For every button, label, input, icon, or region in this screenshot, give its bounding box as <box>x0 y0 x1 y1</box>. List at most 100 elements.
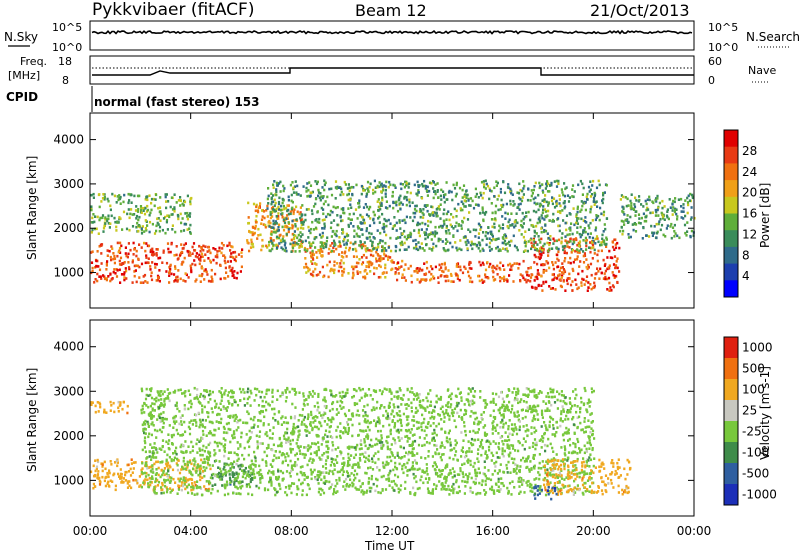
data-cell <box>115 459 118 463</box>
data-cell <box>264 225 267 229</box>
data-cell <box>399 207 402 211</box>
data-cell <box>284 491 287 494</box>
data-cell <box>399 484 403 487</box>
data-cell <box>330 457 333 461</box>
data-cell <box>547 254 550 257</box>
data-cell <box>428 441 431 445</box>
data-cell <box>160 488 163 492</box>
data-cell <box>490 239 493 242</box>
data-cell <box>263 487 267 490</box>
data-cell <box>305 446 308 449</box>
data-cell <box>329 226 333 230</box>
data-cell <box>331 470 334 473</box>
data-cell <box>585 221 588 224</box>
data-cell <box>427 455 430 458</box>
data-cell <box>177 477 180 481</box>
data-cell <box>346 239 349 242</box>
data-cell <box>467 392 470 396</box>
data-cell <box>308 268 311 271</box>
data-cell <box>463 265 466 269</box>
data-cell <box>482 191 485 195</box>
data-cell <box>422 278 425 281</box>
data-cell <box>498 276 502 279</box>
data-cell <box>94 459 97 462</box>
data-cell <box>567 261 570 264</box>
data-cell <box>166 228 169 231</box>
data-cell <box>411 440 415 444</box>
data-cell <box>437 281 440 284</box>
data-cell <box>611 284 615 287</box>
data-cell <box>155 468 158 471</box>
data-cell <box>105 264 108 267</box>
data-cell <box>517 392 520 395</box>
data-cell <box>367 190 370 193</box>
data-cell <box>412 239 415 243</box>
data-cell <box>619 198 622 201</box>
data-cell <box>569 229 572 232</box>
data-cell <box>505 278 508 281</box>
data-cell <box>325 245 328 249</box>
data-cell <box>343 251 346 255</box>
data-cell <box>574 238 577 241</box>
data-cell <box>571 280 574 283</box>
data-cell <box>246 397 249 401</box>
data-cell <box>291 438 294 442</box>
data-cell <box>342 255 345 259</box>
data-cell <box>216 253 219 256</box>
data-cell <box>364 444 367 448</box>
data-cell <box>547 209 550 213</box>
data-cell <box>310 410 313 414</box>
data-cell <box>589 195 593 198</box>
data-cell <box>596 259 599 263</box>
data-cell <box>569 240 572 243</box>
data-cell <box>588 439 591 442</box>
data-cell <box>530 194 533 198</box>
data-cell <box>450 213 453 216</box>
data-cell <box>573 258 577 261</box>
data-cell <box>684 199 687 202</box>
data-cell <box>374 186 377 189</box>
data-cell <box>229 481 232 484</box>
data-cell <box>204 253 207 256</box>
data-cell <box>145 393 148 397</box>
data-cell <box>292 191 296 194</box>
data-cell <box>100 277 103 280</box>
data-cell <box>385 180 388 184</box>
data-cell <box>348 248 351 252</box>
data-cell <box>412 447 415 450</box>
data-cell <box>416 221 419 225</box>
data-cell <box>273 198 276 202</box>
data-cell <box>224 474 227 477</box>
data-cell <box>319 241 322 244</box>
data-cell <box>168 399 171 403</box>
data-cell <box>323 183 326 187</box>
data-cell <box>423 184 426 188</box>
data-cell <box>584 216 587 219</box>
data-cell <box>227 492 230 496</box>
data-cell <box>569 283 573 287</box>
data-cell <box>399 227 402 230</box>
data-cell <box>141 423 144 427</box>
data-cell <box>199 478 202 482</box>
data-cell <box>173 415 176 419</box>
data-cell <box>309 244 312 247</box>
data-cell <box>530 432 533 435</box>
nsky-tick-bottom: 10^0 <box>52 41 82 54</box>
data-cell <box>340 207 343 211</box>
data-cell <box>223 391 226 395</box>
data-cell <box>315 251 318 254</box>
data-cell <box>149 411 152 414</box>
data-cell <box>360 429 363 433</box>
data-cell <box>212 247 215 250</box>
data-cell <box>656 197 659 200</box>
data-cell <box>346 423 350 426</box>
data-cell <box>209 392 212 396</box>
data-cell <box>295 205 298 209</box>
data-cell <box>362 218 365 222</box>
data-cell <box>508 218 511 222</box>
data-cell <box>353 229 356 233</box>
data-cell <box>189 200 192 203</box>
data-cell <box>354 486 357 490</box>
data-cell <box>180 484 183 487</box>
data-cell <box>192 488 195 491</box>
